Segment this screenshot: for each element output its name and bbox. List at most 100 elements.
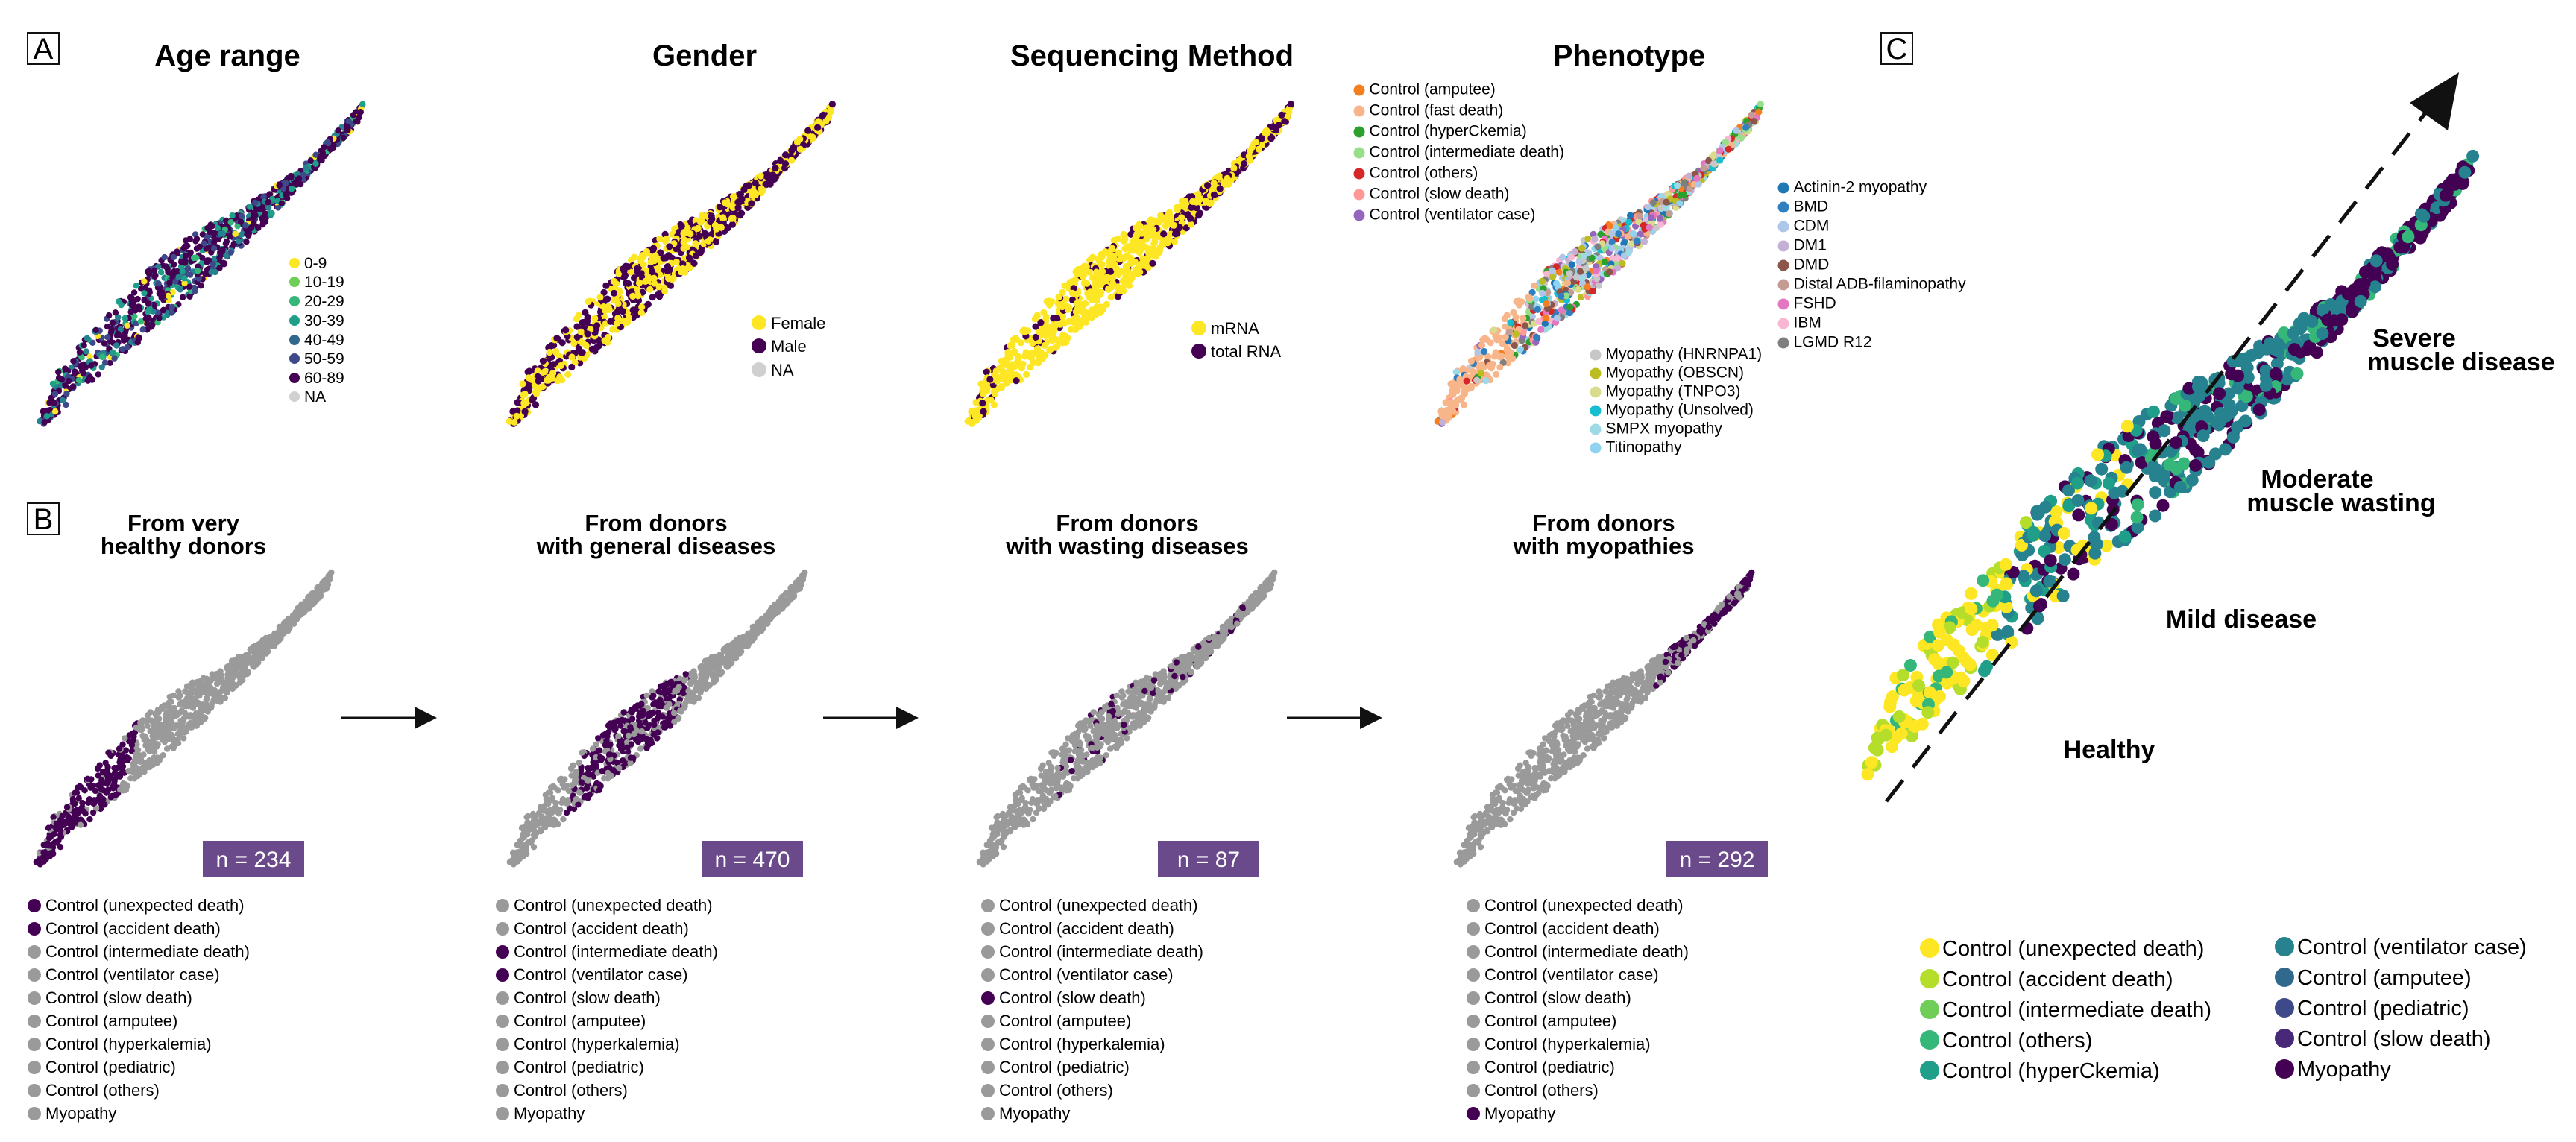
scatter-point	[80, 808, 87, 815]
scatter-point	[239, 212, 245, 220]
scatter-point	[259, 215, 265, 222]
scatter-point	[577, 328, 585, 335]
scatter-point	[192, 687, 199, 694]
legend-swatch	[1777, 182, 1789, 194]
scatter-point	[644, 274, 652, 281]
scatter-point	[291, 611, 297, 618]
scatter-point	[1176, 224, 1183, 231]
scatter-point	[146, 757, 153, 764]
scatter-point	[1027, 363, 1034, 371]
scatter-point	[171, 261, 177, 268]
scatter-point	[521, 390, 529, 398]
scatter-point	[828, 101, 836, 108]
scatter-point	[242, 658, 249, 666]
scatter-point	[717, 224, 725, 231]
legend-label: Myopathy (HNRNPA1)	[1606, 346, 1763, 363]
legend-label: Control (hyperCkemia)	[1370, 123, 1527, 140]
scatter-point	[1507, 319, 1514, 326]
scatter-point	[283, 192, 289, 198]
scatter-point	[49, 380, 57, 388]
legend-label: Control (amputee)	[1370, 81, 1496, 98]
scatter-point	[635, 279, 643, 287]
scatter-point	[76, 783, 84, 789]
scatter-point	[209, 223, 215, 230]
scatter-point	[1247, 157, 1254, 164]
scatter-point	[141, 290, 148, 297]
scatter-point	[640, 253, 647, 261]
scatter-point	[258, 641, 265, 648]
scatter-point	[154, 724, 160, 731]
scatter-point	[160, 293, 166, 300]
scatter-point	[76, 349, 84, 356]
scatter-point	[310, 600, 317, 607]
scatter-point	[298, 611, 306, 617]
scatter-point	[621, 273, 629, 280]
scatter-point	[607, 318, 614, 325]
scatter-point	[223, 217, 230, 224]
scatter-point	[613, 320, 620, 327]
scatter-point	[1124, 243, 1132, 250]
scatter-point	[1481, 335, 1489, 342]
legend-item: Myopathy (Unsolved)	[1590, 402, 1754, 419]
scatter-point	[1439, 418, 1446, 426]
scatter-point	[156, 716, 163, 722]
scatter-point	[101, 340, 107, 347]
legend-swatch	[1590, 349, 1602, 361]
legend-item: CDM	[1777, 218, 1829, 235]
scatter-point	[1193, 198, 1200, 206]
scatter-point	[1121, 235, 1129, 243]
scatter-point	[46, 400, 53, 406]
scatter-point	[1666, 210, 1673, 218]
scatter-point	[602, 282, 610, 289]
scatter-point	[524, 368, 532, 376]
scatter-point	[1755, 108, 1763, 116]
scatter-point	[227, 681, 233, 689]
scatter-point	[1572, 274, 1581, 281]
scatter-point	[255, 224, 262, 231]
legend-item: Control (ventilator case)	[1353, 206, 1536, 224]
scatter-point	[306, 593, 312, 600]
legend-swatch	[1590, 423, 1602, 435]
legend-label: Actinin-2 myopathy	[1794, 179, 1927, 196]
legend-label: Control (ventilator case)	[1370, 206, 1536, 224]
scatter-point	[170, 736, 177, 742]
scatter-point	[667, 282, 675, 289]
legend-label: DMD	[1794, 256, 1830, 274]
scatter-point	[1145, 230, 1153, 238]
scatter-point	[971, 412, 979, 420]
sequencing-legend-item: total RNA	[1191, 342, 1281, 361]
scatter-point	[614, 300, 622, 307]
scatter-point	[105, 749, 112, 756]
scatter-point	[638, 303, 646, 311]
age-legend-item: 20-29	[289, 293, 344, 310]
scatter-point	[1225, 180, 1232, 188]
scatter-point	[113, 772, 120, 778]
scatter-point	[1036, 328, 1043, 335]
scatter-point	[1139, 230, 1146, 237]
scatter-point	[1625, 218, 1633, 226]
scatter-point	[58, 376, 66, 383]
scatter-point	[1674, 182, 1681, 189]
scatter-point	[198, 283, 204, 289]
scatter-point	[353, 118, 359, 124]
legend-swatch	[1590, 386, 1602, 398]
scatter-point	[41, 419, 48, 426]
scatter-point	[117, 326, 124, 333]
scatter-point	[115, 330, 122, 338]
scatter-point	[160, 306, 167, 314]
scatter-point	[1558, 306, 1565, 314]
age-range-title: Age range	[154, 40, 300, 72]
scatter-point	[46, 842, 53, 849]
scatter-point	[183, 253, 189, 259]
scatter-point	[1216, 185, 1224, 192]
scatter-point	[1039, 355, 1047, 362]
scatter-point	[1083, 315, 1091, 322]
scatter-point	[1580, 252, 1587, 259]
scatter-point	[1568, 253, 1575, 261]
scatter-point	[1064, 306, 1071, 313]
scatter-point	[199, 231, 207, 238]
scatter-point	[145, 315, 151, 321]
scatter-point	[230, 240, 237, 247]
scatter-point	[1110, 252, 1118, 259]
scatter-point	[1496, 363, 1504, 371]
